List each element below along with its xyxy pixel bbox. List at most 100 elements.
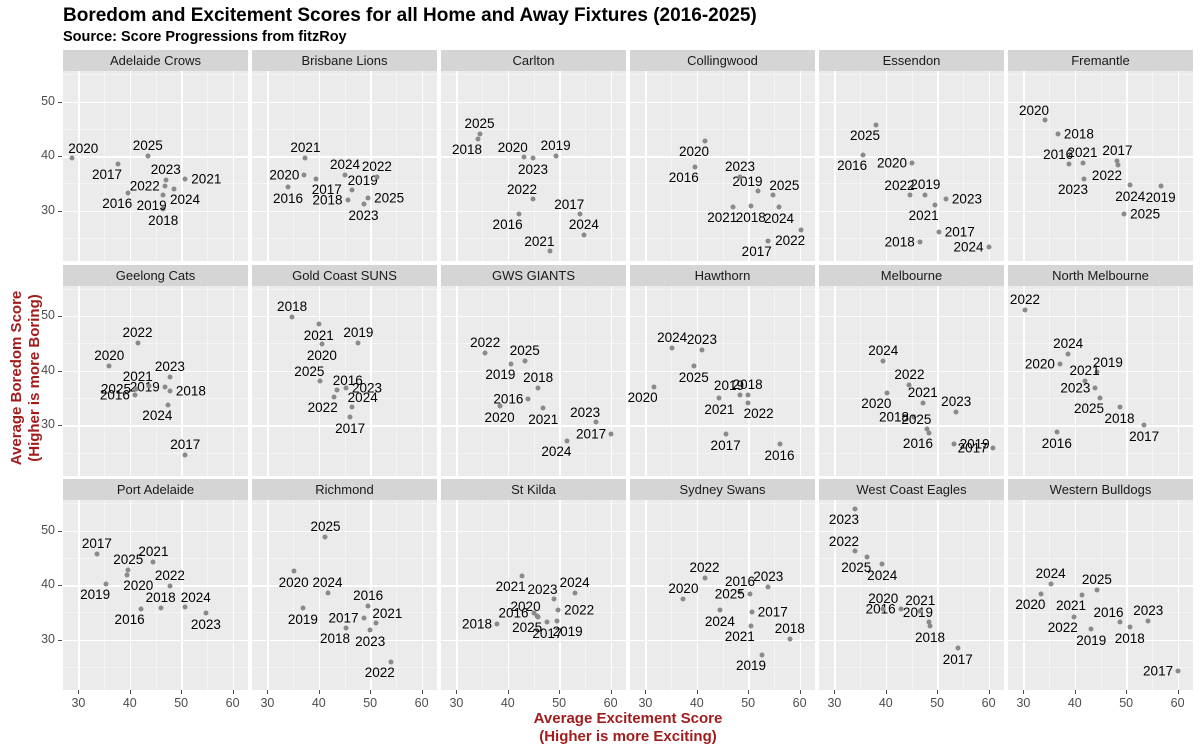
data-point xyxy=(798,227,804,233)
point-year-label: 2024 xyxy=(704,614,735,630)
point-year-label: 2022 xyxy=(364,664,395,680)
point-year-label: 2024 xyxy=(868,342,899,358)
data-point xyxy=(1048,581,1054,587)
data-point xyxy=(124,572,130,578)
point-year-label: 2023 xyxy=(951,191,982,207)
data-point xyxy=(158,605,164,611)
data-point xyxy=(1117,404,1122,410)
facet-strip: Fremantle xyxy=(1008,50,1193,71)
gridline-minor-y xyxy=(252,343,437,345)
x-tick-mark xyxy=(129,690,131,694)
gridline-minor-x xyxy=(722,285,724,476)
x-tick-label: 50 xyxy=(930,696,945,710)
point-year-label: 2022 xyxy=(307,399,338,415)
data-point xyxy=(331,394,337,400)
gridline-major-y xyxy=(819,639,1004,642)
point-year-label: 2016 xyxy=(493,391,524,407)
x-tick-label: 30 xyxy=(260,696,275,710)
gridline-major-y xyxy=(63,585,248,587)
x-tick-label: 40 xyxy=(878,696,893,710)
gridline-minor-y xyxy=(630,343,815,345)
gridline-major-x xyxy=(1177,71,1179,261)
gridline-minor-x xyxy=(671,500,673,690)
point-year-label: 2016 xyxy=(498,605,529,621)
gridline-minor-x xyxy=(1151,500,1153,690)
facet-strip: St Kilda xyxy=(441,479,626,500)
gridline-major-x xyxy=(181,500,183,690)
gridline-minor-y xyxy=(63,612,248,614)
point-year-label: 2025 xyxy=(849,128,881,144)
data-point xyxy=(145,153,151,159)
gridline-minor-x xyxy=(344,71,346,261)
facet-strip: Hawthorn xyxy=(630,264,815,286)
gridline-minor-y xyxy=(441,128,626,130)
gridline-minor-x xyxy=(1049,71,1051,261)
gridline-minor-x xyxy=(1151,285,1153,476)
data-point xyxy=(1081,176,1087,182)
x-tick-mark xyxy=(1177,690,1179,694)
data-point xyxy=(302,155,308,161)
x-tick-mark xyxy=(610,690,612,694)
gridline-minor-y xyxy=(630,667,815,669)
gridline-minor-y xyxy=(441,452,626,454)
gridline-minor-x xyxy=(1100,285,1102,476)
x-tick-label: 60 xyxy=(603,696,618,710)
gridline-major-x xyxy=(988,71,990,261)
data-point xyxy=(519,573,525,579)
x-tick-label: 50 xyxy=(363,696,378,710)
gridline-major-x xyxy=(232,71,234,261)
data-point xyxy=(319,341,325,347)
point-year-label: 2020 xyxy=(668,581,699,597)
gridline-major-y xyxy=(441,530,626,532)
x-tick-mark xyxy=(1023,690,1025,694)
data-point xyxy=(1057,361,1063,367)
gridline-minor-y xyxy=(819,612,1004,614)
x-tick-label: 30 xyxy=(827,696,842,710)
point-year-label: 2017 xyxy=(1129,429,1160,445)
data-point xyxy=(943,196,949,202)
y-tick-mark xyxy=(58,210,62,212)
gridline-major-x xyxy=(129,500,132,690)
point-year-label: 2023 xyxy=(352,380,383,396)
point-year-label: 2017 xyxy=(1102,143,1133,159)
gridline-minor-x xyxy=(155,285,157,476)
x-axis-title: Average Excitement Score (Higher is more… xyxy=(63,710,1193,746)
point-year-label: 2019 xyxy=(959,436,990,452)
point-year-label: 2025 xyxy=(1130,206,1161,222)
gridline-minor-x xyxy=(911,285,913,476)
gridline-minor-y xyxy=(63,288,248,290)
x-tick-mark xyxy=(645,690,647,694)
gridline-minor-y xyxy=(819,238,1004,240)
gridline-major-y xyxy=(1008,210,1193,213)
gridline-major-x xyxy=(370,71,372,261)
gridline-minor-x xyxy=(206,71,208,261)
y-tick-mark xyxy=(58,639,62,641)
data-point xyxy=(203,610,209,616)
gridline-major-x xyxy=(748,71,750,261)
facet-strip-label: Hawthorn xyxy=(694,267,751,283)
gridline-major-x xyxy=(559,285,561,476)
data-point xyxy=(926,619,932,625)
gridline-minor-y xyxy=(819,74,1004,76)
gridline-major-x xyxy=(318,500,321,690)
gridline-major-x xyxy=(1177,500,1179,690)
x-tick-label: 50 xyxy=(552,696,567,710)
data-point xyxy=(522,358,528,364)
point-year-label: 2025 xyxy=(310,519,341,535)
point-year-label: 2019 xyxy=(713,377,744,393)
gridline-minor-y xyxy=(252,128,437,130)
gridline-minor-y xyxy=(819,128,1004,130)
gridline-major-x xyxy=(421,71,423,261)
x-tick-mark xyxy=(937,690,939,694)
point-year-label: 2019 xyxy=(540,137,571,153)
data-point xyxy=(759,652,765,658)
gridline-major-x xyxy=(507,500,510,690)
point-year-label: 2025 xyxy=(100,381,131,397)
point-year-label: 2024 xyxy=(329,157,361,173)
gridline-minor-x xyxy=(1049,285,1051,476)
gridline-major-x xyxy=(559,71,561,261)
y-tick-mark xyxy=(58,316,62,318)
gridline-major-x xyxy=(885,71,888,261)
